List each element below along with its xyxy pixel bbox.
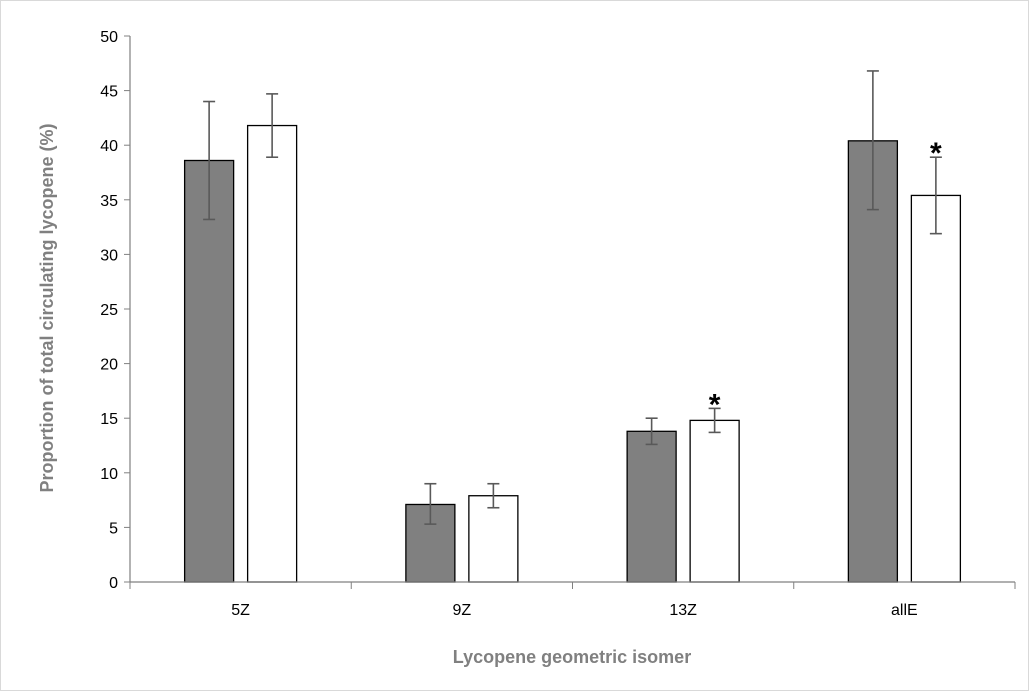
significance-marker: * — [930, 137, 942, 170]
y-tick-label: 0 — [109, 575, 118, 592]
annotations: ** — [709, 137, 942, 421]
x-tick-label-13Z: 13Z — [669, 602, 697, 619]
x-tick-label-allE: allE — [891, 602, 918, 619]
bar-13Z-series-1 — [626, 430, 677, 583]
y-axis-ticks: 0 5 10 15 20 25 30 35 40 45 50 — [100, 29, 130, 592]
y-tick-label: 5 — [109, 520, 118, 537]
y-tick-label: 45 — [100, 84, 118, 101]
error-bars — [203, 70, 942, 525]
y-tick-label: 30 — [100, 247, 118, 264]
y-tick-label: 10 — [100, 466, 118, 483]
x-axis-ticks: 5Z 9Z 13Z allE — [129, 582, 1016, 619]
y-tick-label: 15 — [100, 411, 118, 428]
bar-allE-series-2 — [910, 194, 962, 583]
y-tick-label: 40 — [100, 138, 118, 155]
y-tick-label: 25 — [100, 302, 118, 319]
x-tick-label-5Z: 5Z — [231, 602, 250, 619]
y-tick-label: 35 — [100, 193, 118, 210]
bar-5Z-series-1 — [183, 159, 235, 583]
y-tick-label: 20 — [100, 357, 118, 374]
x-axis-title: Lycopene geometric isomer — [453, 647, 691, 667]
bar-marks — [183, 124, 962, 583]
x-tick-label-9Z: 9Z — [453, 602, 472, 619]
bar-9Z-series-2 — [468, 495, 519, 583]
bar-5Z-series-2 — [246, 124, 298, 583]
y-tick-label: 50 — [100, 29, 118, 46]
bar-allE-series-1 — [847, 140, 899, 583]
y-axis-title: Proportion of total circulating lycopene… — [37, 123, 57, 492]
bar-13Z-series-2 — [689, 419, 740, 583]
significance-marker: * — [709, 388, 721, 421]
